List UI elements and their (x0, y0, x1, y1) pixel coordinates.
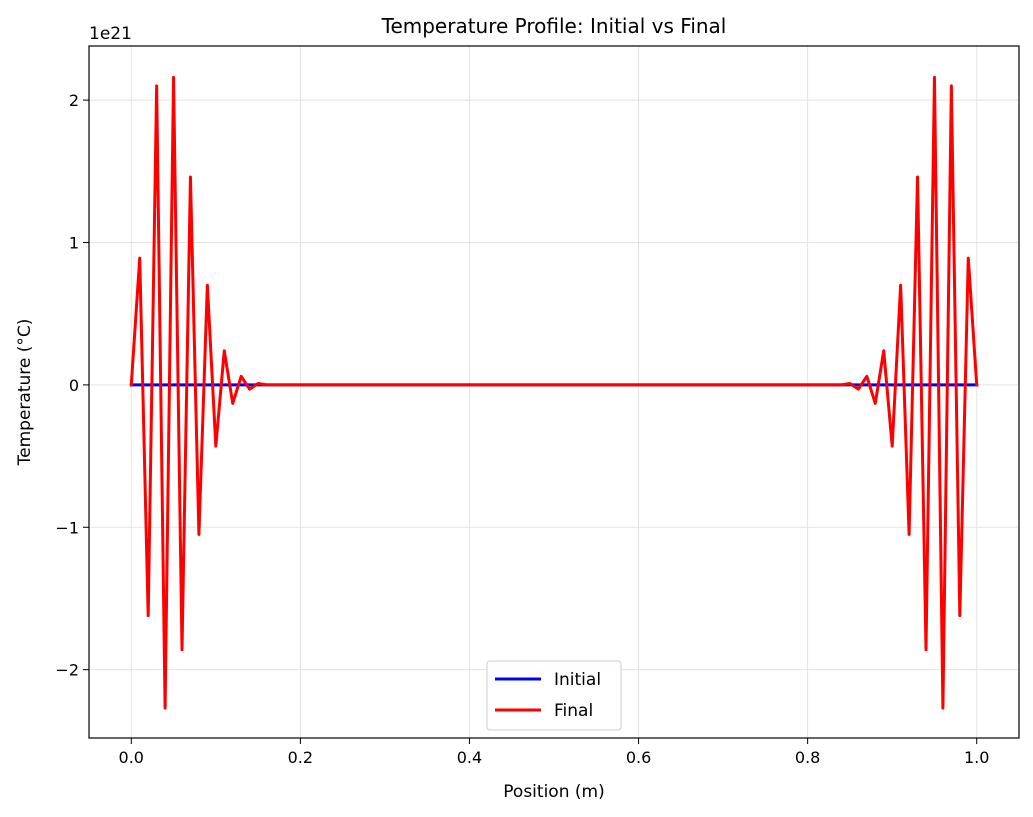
x-tick-label: 0.8 (795, 748, 820, 767)
y-tick-label: 0 (69, 376, 79, 395)
x-tick-label: 0.0 (119, 748, 144, 767)
x-tick-label: 0.4 (457, 748, 482, 767)
x-axis-label: Position (m) (503, 782, 604, 802)
x-tick-label: 0.2 (288, 748, 313, 767)
y-offset-text: 1e21 (89, 24, 132, 44)
y-tick-label: 2 (69, 91, 79, 110)
plot-frame (88, 45, 1020, 739)
x-tick-label: 0.6 (626, 748, 651, 767)
chart-title: Temperature Profile: Initial vs Final (381, 14, 727, 38)
y-tick-label: 1 (69, 233, 79, 252)
y-tick-label: −1 (55, 518, 79, 537)
series-lines (129, 75, 979, 710)
y-axis-label: Temperature (°C) (15, 319, 35, 467)
y-tick-label: −2 (55, 661, 79, 680)
legend-label-final: Final (554, 701, 593, 721)
x-tick-label: 1.0 (964, 748, 989, 767)
axis-ticks: 0.0 0.2 0.4 0.6 0.8 1.0 −2 −1 0 1 2 (55, 91, 989, 767)
series-line-final (129, 75, 979, 710)
legend: Initial Final (486, 660, 622, 731)
legend-label-initial: Initial (554, 670, 601, 690)
